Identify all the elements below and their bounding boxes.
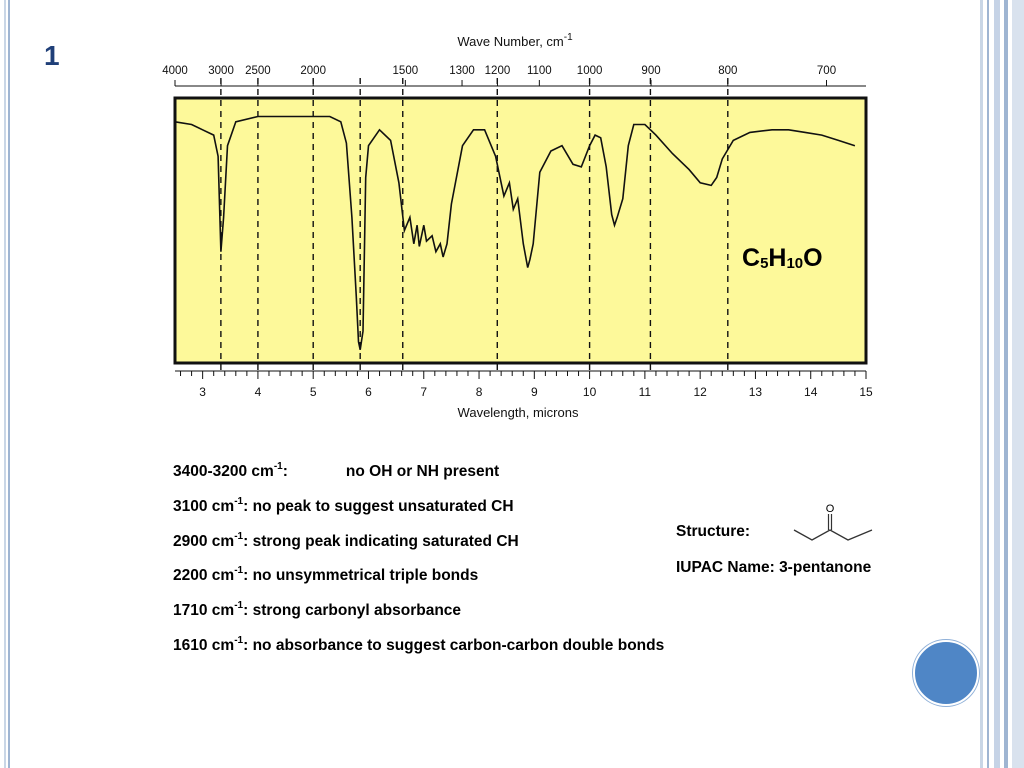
- bottom-tick-label: 12: [693, 385, 707, 399]
- bottom-axis: 3 4 5 6 7 8 9 10 11 12 13 14 15: [175, 370, 873, 399]
- top-tick-label: 2500: [245, 65, 271, 77]
- top-tick-label: 4000: [162, 65, 188, 77]
- bottom-tick-label: 9: [531, 385, 538, 399]
- formula-c: C: [742, 244, 761, 272]
- note-row: 2200 cm-1: no unsymmetrical triple bonds: [173, 565, 479, 585]
- top-tick-label: 1000: [577, 65, 603, 77]
- top-axis-label-sup: -1: [564, 32, 573, 43]
- ir-spectrum-chart: Wave Number, cm-1 4000 3000 2500 2000 1500 13…: [162, 32, 873, 420]
- bottom-tick-label: 14: [804, 385, 818, 399]
- top-tick-label: 3000: [208, 65, 234, 77]
- formula-o: O: [803, 244, 823, 272]
- molecular-formula: C5H10O: [742, 244, 823, 273]
- bottom-tick-label: 13: [749, 385, 763, 399]
- formula-h-sub: 10: [786, 255, 804, 272]
- note-row: 3100 cm-1: no peak to suggest unsaturate…: [173, 495, 514, 515]
- formula-h: H: [768, 244, 787, 272]
- bottom-tick-label: 8: [476, 385, 483, 399]
- pentanone-structure-drawing: O: [793, 503, 873, 541]
- right-frame-border: [980, 0, 1024, 768]
- top-tick-labels: 4000 3000 2500 2000 1500 1300 1200 1100 1000 900 8…: [162, 65, 866, 87]
- bottom-tick-label: 6: [365, 385, 372, 399]
- top-tick-label: 700: [817, 65, 836, 77]
- left-frame-line: [4, 0, 6, 768]
- decorative-circle: [913, 640, 979, 706]
- iupac-name-label: IUPAC Name: 3-pentanone: [676, 559, 872, 576]
- structure-label: Structure:: [676, 523, 751, 540]
- oxygen-atom: O: [826, 503, 835, 515]
- bottom-tick-label: 11: [639, 385, 652, 399]
- note-row: 1610 cm-1: no absorbance to suggest carb…: [173, 634, 665, 655]
- top-tick-label: 900: [641, 65, 660, 77]
- left-frame-border: [0, 0, 10, 768]
- top-axis-label: Wave Number, cm: [457, 34, 563, 49]
- formula-c-sub: 5: [760, 255, 769, 272]
- note-row: 3400-3200 cm-1: no OH or NH present: [173, 461, 500, 481]
- bottom-tick-label: 15: [859, 385, 873, 399]
- top-tick-label: 1100: [527, 65, 552, 77]
- x-axis-label: Wavelength, microns: [458, 405, 579, 420]
- top-tick-label: 1500: [393, 65, 419, 77]
- note-row: 1710 cm-1: strong carbonyl absorbance: [173, 600, 462, 620]
- spectrum-line: [174, 115, 856, 350]
- ir-notes-list: 3400-3200 cm-1: no OH or NH present 3100 …: [173, 461, 665, 671]
- bottom-tick-label: 7: [420, 385, 427, 399]
- top-tick-label: 1300: [449, 65, 475, 77]
- slide-number: 1: [44, 40, 60, 71]
- top-axis-title: Wave Number, cm-1: [457, 32, 573, 49]
- bottom-tick-label: 10: [583, 385, 597, 399]
- note-row: 2900 cm-1: strong peak indicating satura…: [173, 530, 519, 550]
- plot-area: [173, 96, 868, 365]
- bottom-tick-label: 3: [199, 385, 206, 399]
- bottom-tick-label: 4: [255, 385, 262, 399]
- bottom-tick-label: 5: [310, 385, 317, 399]
- top-tick-label: 1200: [485, 65, 511, 77]
- top-tick-label: 2000: [300, 65, 326, 77]
- top-tick-label: 800: [718, 65, 737, 77]
